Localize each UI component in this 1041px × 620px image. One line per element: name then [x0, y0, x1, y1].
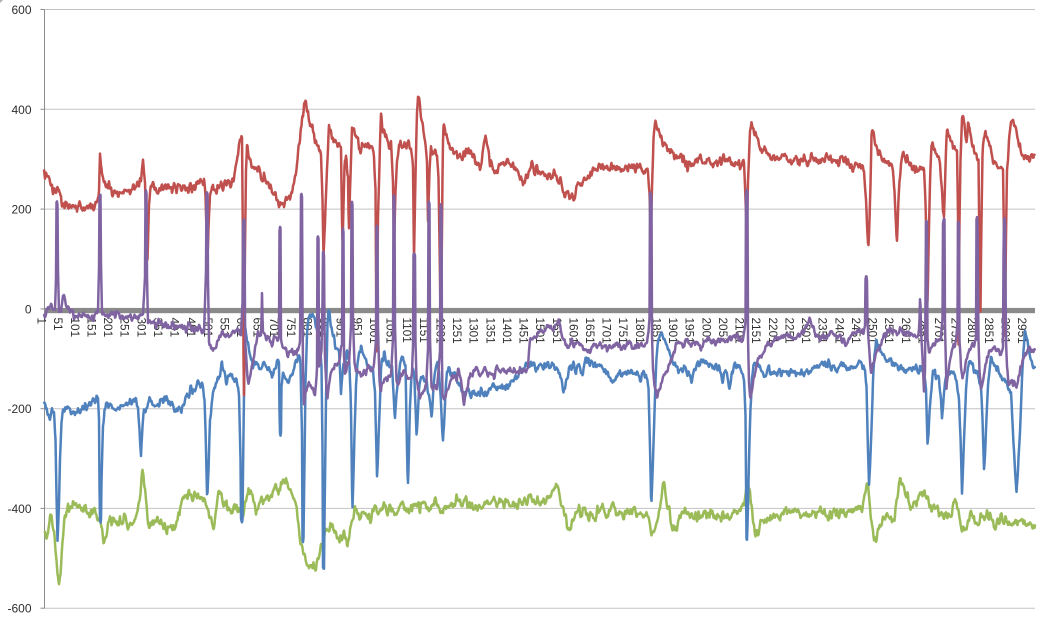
- svg-text:51: 51: [51, 318, 65, 331]
- svg-text:1451: 1451: [517, 318, 531, 344]
- svg-text:2851: 2851: [982, 318, 996, 344]
- svg-text:1601: 1601: [566, 318, 580, 344]
- svg-text:1701: 1701: [600, 318, 614, 344]
- svg-text:1651: 1651: [583, 318, 597, 344]
- svg-text:2051: 2051: [716, 318, 730, 344]
- svg-text:901: 901: [334, 318, 348, 338]
- svg-text:2301: 2301: [799, 318, 813, 344]
- svg-text:2351: 2351: [816, 318, 830, 344]
- svg-text:2151: 2151: [749, 318, 763, 344]
- svg-text:1: 1: [35, 318, 49, 325]
- svg-text:101: 101: [68, 318, 82, 338]
- svg-text:1751: 1751: [616, 318, 630, 344]
- svg-text:600: 600: [11, 3, 31, 17]
- svg-text:701: 701: [267, 318, 281, 338]
- svg-text:1401: 1401: [500, 318, 514, 344]
- svg-text:400: 400: [11, 103, 31, 117]
- svg-text:1951: 1951: [683, 318, 697, 344]
- svg-text:200: 200: [11, 203, 31, 217]
- svg-text:301: 301: [134, 318, 148, 338]
- svg-text:-600: -600: [7, 602, 31, 615]
- svg-text:251: 251: [118, 318, 132, 338]
- svg-text:1101: 1101: [400, 318, 414, 343]
- svg-text:1301: 1301: [467, 318, 481, 344]
- svg-text:-200: -200: [7, 402, 31, 416]
- svg-text:1901: 1901: [666, 318, 680, 344]
- svg-text:-400: -400: [7, 502, 31, 516]
- svg-text:201: 201: [101, 318, 115, 338]
- svg-text:1351: 1351: [483, 318, 497, 344]
- svg-text:151: 151: [84, 318, 98, 338]
- svg-text:1251: 1251: [450, 318, 464, 344]
- svg-text:1801: 1801: [633, 318, 647, 344]
- svg-text:751: 751: [284, 318, 298, 338]
- svg-text:0: 0: [25, 302, 32, 316]
